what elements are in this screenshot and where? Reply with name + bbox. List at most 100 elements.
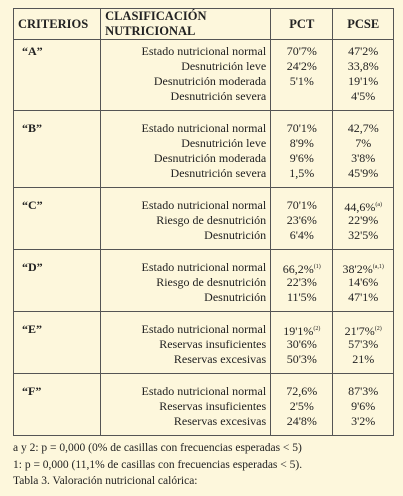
value-line: 21% bbox=[337, 352, 389, 367]
value: 70'1% bbox=[286, 198, 317, 212]
value: 44,6% bbox=[344, 200, 376, 214]
header-row: CRITERIOS CLASIFICACIÓN NUTRICIONAL PCT PCS… bbox=[12, 8, 394, 40]
value: 45'9% bbox=[348, 166, 379, 180]
class-cell: Estado nutricional normal Reservas insufi… bbox=[100, 311, 272, 374]
value: 47'1% bbox=[348, 290, 379, 304]
value-line: 30'6% bbox=[275, 337, 328, 352]
column-header: CRITERIOS bbox=[12, 8, 102, 40]
value: 30'6% bbox=[286, 337, 317, 351]
group-row: “E” Estado nutricional normal Reservas ins… bbox=[12, 311, 394, 374]
value-line: 70'1% bbox=[275, 121, 328, 136]
note: 1: p = 0,000 (11,1% de casillas con frec… bbox=[13, 458, 303, 471]
value: 24'8% bbox=[286, 414, 317, 428]
class-cell: Estado nutricional normal Desnutrición le… bbox=[100, 39, 272, 111]
value: 5'1% bbox=[289, 74, 314, 88]
value-line: 33,8% bbox=[337, 59, 389, 74]
value: 19'1% bbox=[348, 74, 379, 88]
value: 3'2% bbox=[351, 414, 376, 428]
class-cell: Estado nutricional normal Reservas insufi… bbox=[100, 373, 272, 436]
value-line: 24'2% bbox=[275, 59, 328, 74]
pct-cell: 66,2%(1) 22'3% 11'5% bbox=[270, 249, 334, 312]
classification: Reservas insuficientes bbox=[159, 399, 267, 413]
value: 3'8% bbox=[351, 151, 376, 165]
value: 66,2% bbox=[282, 262, 314, 276]
value-line: 38'2%(a,1) bbox=[337, 260, 389, 276]
classification: Desnutrición severa bbox=[170, 166, 267, 180]
value-line: 47'1% bbox=[337, 290, 389, 305]
note: a y 2: p = 0,000 (0% de casillas con fre… bbox=[13, 442, 302, 454]
value-line: 66,2%(1) bbox=[275, 260, 328, 276]
value-line: 7% bbox=[337, 136, 389, 151]
pct-cell: 70'1% 8'9% 9'6% 1,5% bbox=[270, 110, 334, 188]
classification: Desnutrición moderada bbox=[153, 151, 267, 165]
value-line: 5'1% bbox=[275, 74, 328, 89]
value-line: 6'4% bbox=[275, 228, 328, 243]
group-label: “D” bbox=[22, 260, 43, 274]
class-cell: Estado nutricional normal Riesgo de desnu… bbox=[100, 187, 272, 250]
value-line: 32'5% bbox=[337, 228, 389, 243]
value-line: 57'3% bbox=[337, 337, 389, 352]
value: 22'9% bbox=[348, 213, 379, 227]
value-line: 24'8% bbox=[275, 414, 328, 429]
classification: Reservas excesivas bbox=[173, 414, 267, 428]
value-line: 44,6%(a) bbox=[337, 198, 389, 214]
value-line: 9'6% bbox=[275, 151, 328, 166]
classification: Desnutrición moderada bbox=[153, 74, 267, 88]
value-line: 70'7% bbox=[275, 44, 328, 59]
value: 23'6% bbox=[286, 213, 317, 227]
value: 22'3% bbox=[286, 275, 317, 289]
group-cell: “F” bbox=[12, 373, 102, 436]
class-cell: Estado nutricional normal Riesgo de desnu… bbox=[100, 249, 272, 312]
group-row: “C” Estado nutricional normal Riesgo de de… bbox=[12, 187, 394, 250]
value: 19'1% bbox=[283, 324, 314, 338]
pct-cell: 70'1% 23'6% 6'4% bbox=[270, 187, 334, 250]
classification: Desnutrición bbox=[204, 290, 267, 304]
group-cell: “A” bbox=[12, 39, 102, 111]
pcse-cell: 21'7%(2) 57'3% 21% bbox=[332, 311, 394, 374]
value-line: 2'5% bbox=[275, 399, 328, 414]
value-line: 42,7% bbox=[337, 121, 389, 136]
classification: Desnutrición leve bbox=[181, 59, 267, 73]
pcse-cell: 42,7% 7% 3'8% 45'9% bbox=[332, 110, 394, 188]
footnote-mark: (1) bbox=[313, 264, 321, 270]
pcse-cell: 47'2% 33,8% 19'1% 4'5% bbox=[332, 39, 394, 111]
value-line: 70'1% bbox=[275, 198, 328, 213]
value-line: 87'3% bbox=[337, 384, 389, 399]
footnote-mark: (2) bbox=[374, 326, 382, 332]
pcse-cell: 87'3% 9'6% 3'2% bbox=[332, 373, 394, 436]
group-label: “F” bbox=[22, 384, 42, 398]
value: 24'2% bbox=[286, 59, 317, 73]
classification: Riesgo de desnutrición bbox=[156, 213, 267, 227]
classification: Riesgo de desnutrición bbox=[156, 275, 267, 289]
value-line: 23'6% bbox=[275, 213, 328, 228]
classification: Estado nutricional normal bbox=[141, 44, 267, 58]
value-line: 11'5% bbox=[275, 290, 328, 305]
value: 2'5% bbox=[289, 399, 314, 413]
value: 38'2% bbox=[342, 262, 373, 276]
column-header: CLASIFICACIÓN NUTRICIONAL bbox=[100, 8, 272, 40]
value-line: 22'3% bbox=[275, 275, 328, 290]
value: 72,6% bbox=[286, 384, 318, 398]
group-cell: “C” bbox=[12, 187, 102, 250]
value: 14'6% bbox=[348, 275, 379, 289]
classification: Estado nutricional normal bbox=[141, 198, 267, 212]
column-header: PCSE bbox=[332, 8, 394, 40]
group-row: “F” Estado nutricional normal Reservas ins… bbox=[12, 373, 394, 436]
value-line: 45'9% bbox=[337, 166, 389, 181]
value-line: 3'2% bbox=[337, 414, 389, 429]
value-line: 47'2% bbox=[337, 44, 389, 59]
value: 1,5% bbox=[289, 166, 315, 180]
group-label: “E” bbox=[22, 322, 43, 336]
group-row: “A” Estado nutricional normal Desnutrición… bbox=[12, 39, 394, 111]
value: 70'7% bbox=[286, 44, 317, 58]
pct-cell: 70'7% 24'2% 5'1% bbox=[270, 39, 334, 111]
value-line: 9'6% bbox=[337, 399, 389, 414]
value: 42,7% bbox=[347, 121, 379, 135]
classification: Estado nutricional normal bbox=[141, 121, 267, 135]
group-label: “C” bbox=[22, 198, 43, 212]
value-line: 8'9% bbox=[275, 136, 328, 151]
value: 11'5% bbox=[286, 290, 317, 304]
value: 87'3% bbox=[348, 384, 379, 398]
value-line: 19'1% bbox=[337, 74, 389, 89]
